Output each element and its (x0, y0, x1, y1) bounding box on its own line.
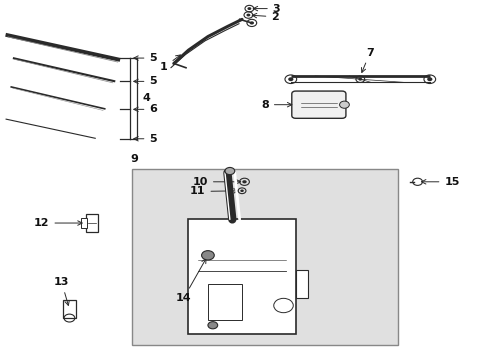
Circle shape (242, 180, 246, 183)
Bar (132, 169, 397, 345)
Circle shape (240, 189, 244, 192)
Circle shape (427, 77, 431, 81)
Text: 11: 11 (190, 186, 238, 197)
Text: 1: 1 (160, 55, 180, 72)
Circle shape (287, 77, 293, 81)
Text: 2: 2 (252, 12, 279, 22)
Text: 6: 6 (134, 104, 157, 114)
Circle shape (224, 167, 234, 175)
Text: 5: 5 (134, 134, 157, 144)
Text: 4: 4 (142, 93, 150, 103)
Text: 9: 9 (130, 154, 138, 164)
Bar (86, 214, 98, 232)
Text: 8: 8 (261, 100, 291, 110)
Circle shape (358, 78, 362, 81)
Circle shape (247, 7, 251, 10)
Bar (207, 284, 242, 320)
Bar (62, 300, 76, 318)
Circle shape (339, 101, 348, 108)
Circle shape (207, 321, 217, 329)
Text: 3: 3 (253, 4, 280, 14)
Circle shape (246, 14, 250, 17)
Circle shape (201, 251, 214, 260)
Text: 12: 12 (34, 218, 82, 228)
Text: 14: 14 (175, 259, 205, 303)
Circle shape (249, 21, 253, 24)
Text: 7: 7 (361, 48, 373, 72)
Text: 5: 5 (134, 76, 157, 86)
Bar (81, 218, 87, 228)
Text: 5: 5 (134, 53, 157, 63)
FancyBboxPatch shape (291, 91, 345, 118)
Bar (188, 220, 295, 334)
Text: 13: 13 (54, 277, 69, 305)
Text: 10: 10 (192, 177, 240, 187)
Bar (295, 270, 307, 298)
Text: 15: 15 (421, 177, 459, 187)
